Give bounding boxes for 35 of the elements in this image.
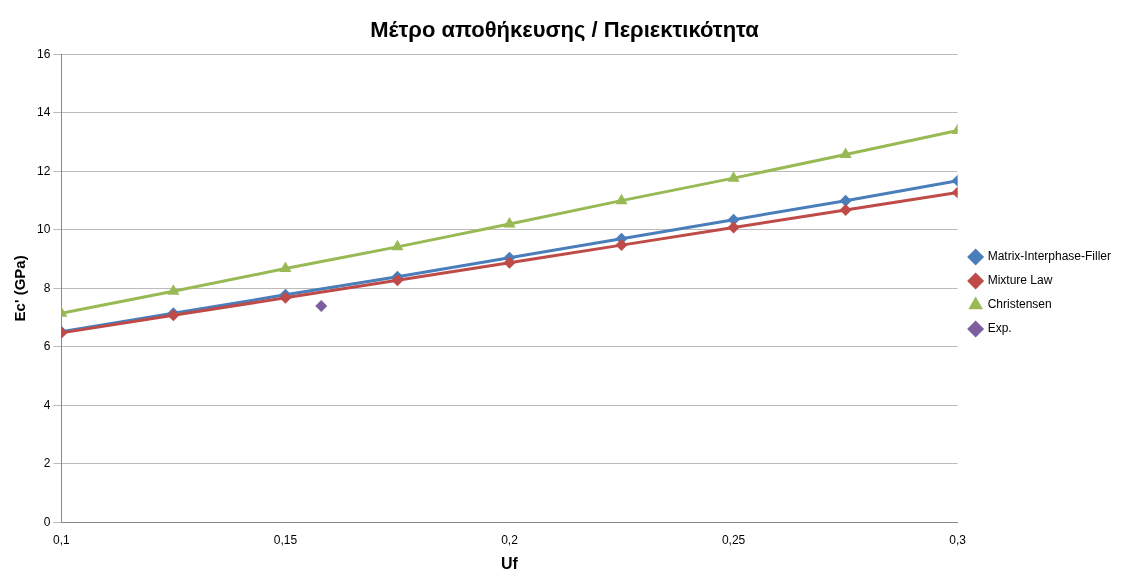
x-tick-label: 0,2 [501,532,519,547]
x-tick-label: 0,1 [53,532,71,547]
point [391,274,404,287]
y-tick-label: 16 [36,46,51,61]
x-tick-label: 0,15 [273,532,298,547]
y-tick-label: 10 [36,222,51,237]
point [727,171,740,182]
point [315,299,328,312]
point [391,239,404,251]
point [503,217,516,228]
legend-label: Mixture Law [987,273,1053,288]
point [167,284,180,295]
point [279,261,292,273]
y-tick-label: 4 [43,397,51,412]
y-axis-title: Ec' (GPa) [11,255,29,322]
point [727,221,740,234]
point [503,256,516,269]
legend-label: Christensen [987,297,1052,312]
y-tick-label: 8 [43,280,51,295]
y-tick-label: 2 [43,456,51,471]
y-tick-label: 6 [43,339,51,354]
x-tick-label: 0,3 [949,532,967,547]
y-tick-label: 12 [36,163,51,178]
point [839,147,852,158]
legend-label: Matrix-Interphase-Filler [987,249,1112,264]
y-tick-label: 0 [43,514,51,529]
point [615,239,628,252]
x-axis-title: Uf [501,554,519,572]
chart-title: Μέτρο αποθήκευσης / Περιεκτικότητα [370,17,760,43]
point [615,193,628,205]
legend-label: Exp. [987,321,1012,336]
x-tick-label: 0,25 [721,532,746,547]
point [839,194,852,207]
point [839,204,852,217]
y-tick-label: 14 [36,105,51,120]
